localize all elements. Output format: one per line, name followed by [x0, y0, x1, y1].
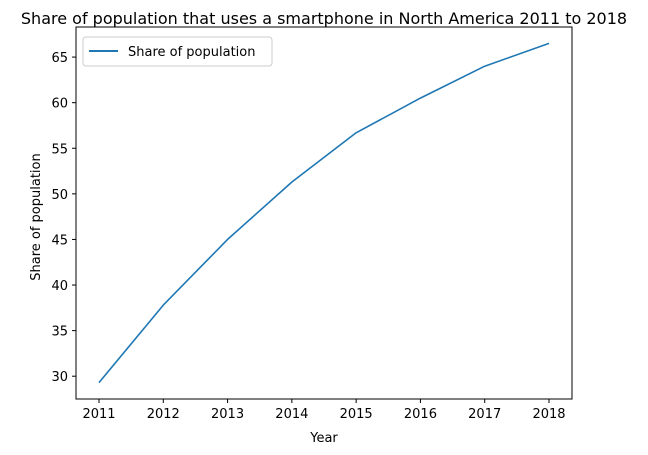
x-tick-label: 2013: [211, 407, 244, 422]
y-tick-label: 65: [51, 51, 68, 66]
x-axis-ticks: 2011 2012 2013 2014 2015 2016 2017 2018: [82, 399, 565, 422]
x-tick-label: 2014: [275, 407, 308, 422]
chart-title: Share of population that uses a smartpho…: [21, 9, 627, 28]
y-tick-label: 45: [51, 233, 68, 248]
x-tick-label: 2017: [468, 407, 501, 422]
x-tick-label: 2012: [147, 407, 180, 422]
legend-label: Share of population: [128, 45, 256, 60]
x-tick-label: 2018: [532, 407, 565, 422]
series-layer: [99, 43, 549, 382]
y-tick-label: 55: [51, 142, 68, 157]
series-line: [99, 43, 549, 382]
plot-area: [76, 27, 572, 399]
y-tick-label: 40: [51, 279, 68, 294]
x-tick-label: 2016: [404, 407, 437, 422]
y-tick-label: 30: [51, 370, 68, 385]
x-axis-label: Year: [309, 431, 338, 446]
y-tick-label: 60: [51, 97, 68, 112]
y-tick-label: 35: [51, 325, 68, 340]
y-tick-label: 50: [51, 188, 68, 203]
y-axis-label: Share of population: [29, 153, 44, 281]
legend: Share of population: [83, 37, 272, 66]
y-axis-ticks: 30 35 40 45 50 55 60 65: [51, 51, 76, 385]
x-tick-label: 2011: [82, 407, 115, 422]
x-tick-label: 2015: [340, 407, 373, 422]
